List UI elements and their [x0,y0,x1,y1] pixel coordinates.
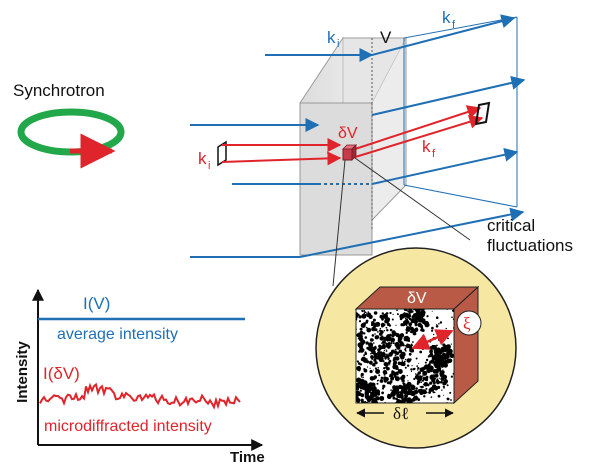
red-microbeam [217,101,491,167]
scattering-volume-cube [342,144,357,161]
k-i-top-label: k i [327,28,339,50]
i-v-label: I(V) [83,294,110,313]
svg-text:k: k [198,149,207,168]
svg-text:i: i [208,160,210,172]
y-axis-label: Intensity [14,341,31,403]
k-f-red-label: k f [422,137,436,160]
svg-text:k: k [327,28,336,47]
xi-label: ξ [463,314,471,333]
blue-beams [190,14,526,258]
intensity-graph [32,288,264,451]
delta-v-beam-label: δV [338,125,358,142]
svg-text:i: i [337,38,339,50]
average-intensity-label: average intensity [57,326,178,343]
x-axis-label: Time [230,449,265,464]
detector-frame [403,16,518,208]
microdiffracted-intensity-label: microdiffracted intensity [44,418,212,435]
i-dv-label: I(δV) [43,364,80,383]
fluctuations-label: fluctuations [487,236,573,255]
svg-text:f: f [452,19,456,31]
fluctuation-texture [356,309,454,403]
xi-arrow [411,310,482,350]
critical-label: critical [487,216,535,235]
volume-label: V [380,28,392,47]
k-i-red-label: k i [198,149,210,172]
k-f-top-label: k f [442,8,456,31]
delta-v-cube-label: δV [407,290,427,307]
zoom-lines [332,157,471,287]
microdiffracted-trace [39,382,241,410]
svg-text:k: k [422,137,431,156]
sample-slab [299,36,407,256]
svg-text:f: f [432,148,436,160]
synchrotron-icon [17,108,125,169]
svg-text:k: k [442,8,451,27]
synchrotron-label: Synchrotron [13,81,105,100]
delta-l-label: δℓ [393,404,409,423]
